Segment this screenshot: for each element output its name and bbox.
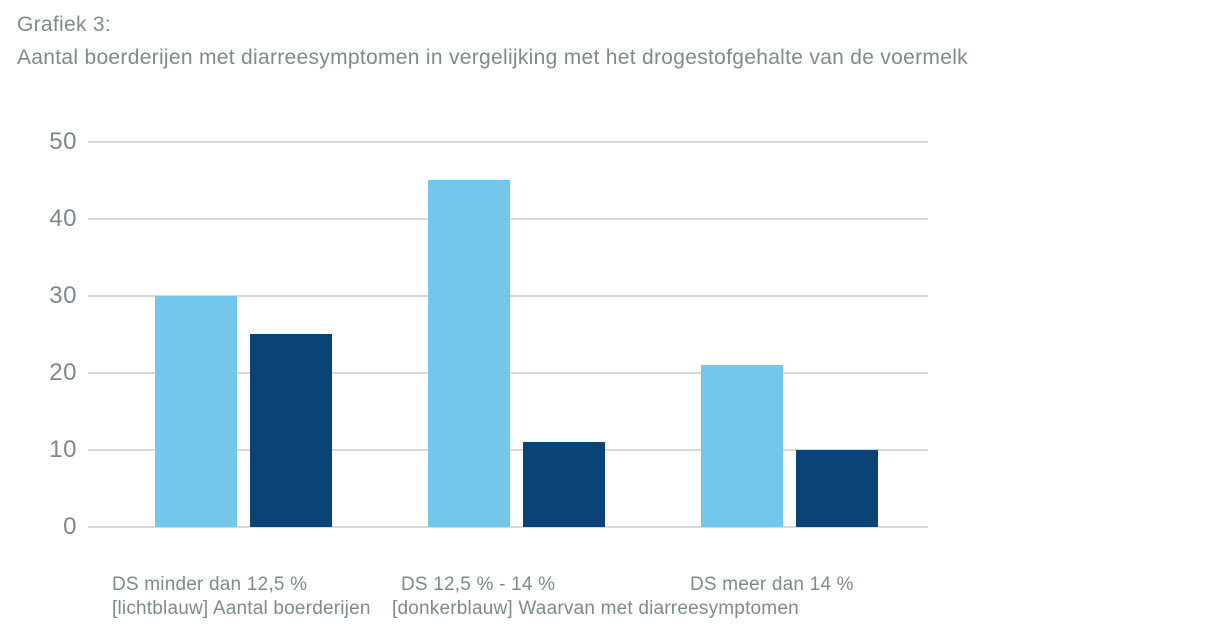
bar-lichtblauw-group-3 xyxy=(701,365,783,527)
y-tick-label-40: 40 xyxy=(49,205,77,232)
bar-lichtblauw-group-2 xyxy=(428,180,510,527)
bar-donkerblauw-group-3 xyxy=(796,450,878,527)
plot-area xyxy=(88,141,928,528)
legend-label-donkerblauw: [donkerblauw] Waarvan met diarreesymptom… xyxy=(392,598,799,619)
chart-title: Grafiek 3: Aantal boerderijen met diarre… xyxy=(17,8,968,74)
bar-donkerblauw-group-2 xyxy=(523,442,605,527)
bar-donkerblauw-group-1 xyxy=(250,334,332,527)
category-label-2: DS 12,5 % - 14 % xyxy=(401,574,556,595)
category-label-1: DS minder dan 12,5 % xyxy=(112,574,308,595)
y-tick-label-0: 0 xyxy=(63,513,77,540)
category-label-3: DS meer dan 14 % xyxy=(690,574,854,595)
legend-label-lichtblauw: [lichtblauw] Aantal boerderijen xyxy=(112,598,371,619)
y-tick-label-20: 20 xyxy=(49,359,77,386)
y-tick-label-50: 50 xyxy=(49,128,77,155)
y-tick-label-10: 10 xyxy=(49,436,77,463)
gridline-50 xyxy=(88,141,928,143)
chart-title-line2: Aantal boerderijen met diarreesymptomen … xyxy=(17,46,968,69)
chart-title-line1: Grafiek 3: xyxy=(17,13,112,36)
bar-lichtblauw-group-1 xyxy=(155,296,237,527)
y-tick-label-30: 30 xyxy=(49,282,77,309)
gridline-0 xyxy=(88,526,928,528)
